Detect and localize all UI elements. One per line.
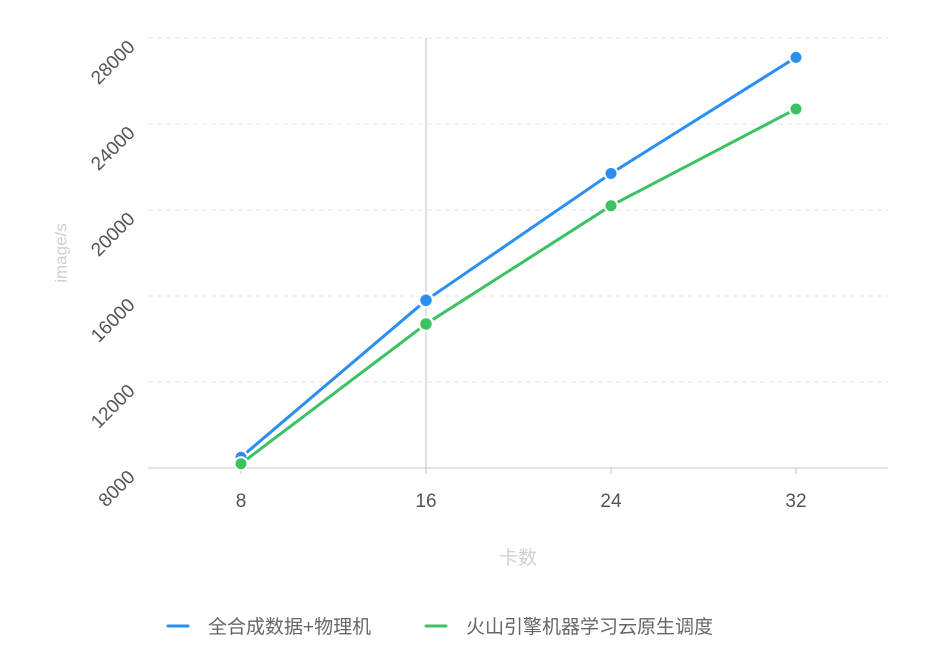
data-point[interactable] bbox=[788, 101, 804, 117]
y-axis-tick-labels: 8000 12000 16000 20000 24000 28000 bbox=[87, 37, 139, 512]
data-point[interactable] bbox=[417, 315, 435, 333]
legend: 全合成数据+物理机 火山引擎机器学习云原生调度 bbox=[166, 616, 713, 638]
y-axis-title: image/s bbox=[51, 223, 70, 283]
x-tick-label: 16 bbox=[415, 491, 436, 512]
legend-label: 全合成数据+物理机 bbox=[208, 616, 371, 638]
x-axis-title: 卡数 bbox=[499, 547, 537, 569]
data-point[interactable] bbox=[233, 456, 249, 472]
x-axis-ticks bbox=[240, 468, 797, 474]
x-tick-label: 24 bbox=[600, 491, 622, 512]
y-tick-label: 20000 bbox=[87, 209, 139, 261]
data-point[interactable] bbox=[417, 292, 435, 309]
series-line-1 bbox=[239, 55, 798, 459]
series-2 bbox=[233, 101, 804, 472]
legend-item-2[interactable]: 火山引擎机器学习云原生调度 bbox=[424, 616, 713, 638]
series-group bbox=[233, 49, 804, 472]
series-1 bbox=[233, 49, 804, 465]
y-tick-label: 16000 bbox=[87, 295, 139, 347]
x-axis-tick-labels: 8 16 24 32 bbox=[236, 491, 807, 512]
y-tick-label: 8000 bbox=[95, 467, 140, 512]
legend-label: 火山引擎机器学习云原生调度 bbox=[466, 616, 713, 638]
series-line-2 bbox=[239, 107, 798, 466]
data-point[interactable] bbox=[603, 198, 619, 214]
x-tick-label: 32 bbox=[785, 491, 806, 512]
data-point[interactable] bbox=[603, 165, 619, 181]
y-tick-label: 12000 bbox=[87, 381, 139, 433]
data-point[interactable] bbox=[788, 49, 804, 65]
x-tick-label: 8 bbox=[236, 491, 247, 512]
y-tick-label: 28000 bbox=[87, 37, 139, 89]
grid-lines bbox=[148, 37, 888, 383]
y-tick-label: 24000 bbox=[87, 123, 139, 175]
legend-item-1[interactable]: 全合成数据+物理机 bbox=[166, 616, 371, 638]
